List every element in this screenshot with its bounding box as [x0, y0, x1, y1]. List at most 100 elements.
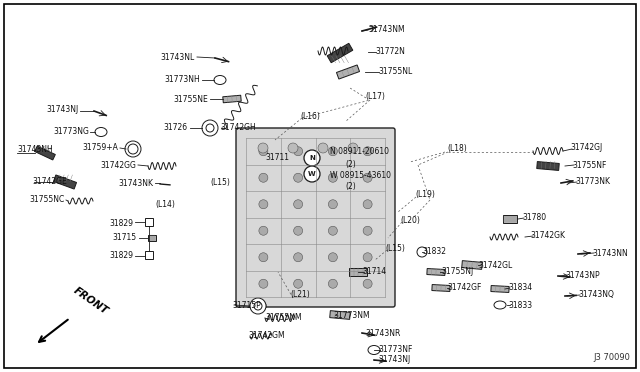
Text: J3 70090: J3 70090	[593, 353, 630, 362]
Circle shape	[259, 200, 268, 209]
Text: 31743NM: 31743NM	[368, 26, 404, 35]
Text: N 08911-20610: N 08911-20610	[330, 148, 389, 157]
Circle shape	[259, 279, 268, 288]
Text: 31742GL: 31742GL	[478, 260, 512, 269]
Text: 31742GE: 31742GE	[32, 177, 67, 186]
Polygon shape	[537, 161, 559, 170]
Circle shape	[328, 279, 337, 288]
Bar	[145, 218, 153, 226]
Polygon shape	[327, 43, 353, 63]
Text: 31833: 31833	[508, 301, 532, 310]
Circle shape	[318, 143, 328, 153]
Text: 31742GM: 31742GM	[248, 331, 285, 340]
Circle shape	[363, 147, 372, 156]
Circle shape	[363, 226, 372, 235]
Polygon shape	[491, 286, 509, 292]
Text: (L20): (L20)	[400, 215, 420, 224]
Text: 31755NJ: 31755NJ	[441, 267, 473, 276]
Text: 31755NL: 31755NL	[378, 67, 412, 77]
Text: 31715P: 31715P	[232, 301, 260, 310]
Circle shape	[328, 147, 337, 156]
Circle shape	[259, 173, 268, 182]
Ellipse shape	[214, 76, 226, 84]
Text: (L15): (L15)	[210, 179, 230, 187]
Text: 31755NE: 31755NE	[173, 94, 208, 103]
Circle shape	[294, 253, 303, 262]
Circle shape	[363, 200, 372, 209]
Polygon shape	[330, 311, 350, 319]
Text: 31742GK: 31742GK	[530, 231, 565, 241]
Polygon shape	[54, 175, 77, 189]
Circle shape	[294, 200, 303, 209]
Text: 31772N: 31772N	[375, 48, 405, 57]
Circle shape	[328, 253, 337, 262]
Text: 31743NQ: 31743NQ	[578, 291, 614, 299]
Ellipse shape	[494, 301, 506, 309]
Circle shape	[294, 147, 303, 156]
Circle shape	[363, 253, 372, 262]
Text: 31773NM: 31773NM	[333, 311, 370, 320]
Text: (L18): (L18)	[447, 144, 467, 153]
Polygon shape	[35, 146, 55, 160]
Ellipse shape	[250, 299, 266, 312]
Text: (L14): (L14)	[155, 201, 175, 209]
Text: 31742GF: 31742GF	[447, 283, 481, 292]
Text: 31755NF: 31755NF	[572, 160, 606, 170]
Circle shape	[294, 173, 303, 182]
Circle shape	[294, 279, 303, 288]
Text: 31726: 31726	[164, 124, 188, 132]
Text: 31755NC: 31755NC	[29, 196, 65, 205]
Circle shape	[363, 279, 372, 288]
Text: 31773NH: 31773NH	[164, 76, 200, 84]
Circle shape	[363, 173, 372, 182]
Circle shape	[258, 143, 268, 153]
Circle shape	[206, 124, 214, 132]
Text: 31743NH: 31743NH	[17, 145, 52, 154]
Text: 31743NP: 31743NP	[565, 270, 600, 279]
Bar	[145, 251, 153, 259]
Text: 31743NL: 31743NL	[161, 52, 195, 61]
Text: 31834: 31834	[508, 283, 532, 292]
Text: 31743NK: 31743NK	[118, 179, 153, 187]
Text: (L15): (L15)	[385, 244, 405, 253]
Circle shape	[328, 226, 337, 235]
Text: 31742GH: 31742GH	[220, 124, 256, 132]
Text: (L17): (L17)	[365, 92, 385, 100]
Text: (L21): (L21)	[290, 291, 310, 299]
Circle shape	[259, 226, 268, 235]
Text: 31715: 31715	[113, 234, 137, 243]
Text: (2): (2)	[345, 160, 356, 169]
Text: 31743NN: 31743NN	[592, 248, 628, 257]
Text: (2): (2)	[345, 183, 356, 192]
Circle shape	[328, 173, 337, 182]
Text: 31742GJ: 31742GJ	[570, 144, 602, 153]
Text: 31743NJ: 31743NJ	[47, 106, 79, 115]
Polygon shape	[432, 285, 450, 292]
Text: FRONT: FRONT	[72, 285, 110, 316]
Text: 31742GG: 31742GG	[100, 160, 136, 170]
Polygon shape	[148, 235, 156, 241]
Polygon shape	[461, 261, 483, 269]
Circle shape	[202, 120, 218, 136]
Text: W: W	[308, 171, 316, 177]
Text: W 08915-43610: W 08915-43610	[330, 170, 391, 180]
Polygon shape	[349, 268, 367, 276]
Text: 31773NF: 31773NF	[378, 346, 412, 355]
Circle shape	[304, 150, 320, 166]
Text: 31743NR: 31743NR	[365, 328, 401, 337]
Text: 31755NM: 31755NM	[265, 314, 301, 323]
Text: N: N	[309, 155, 315, 161]
Circle shape	[294, 226, 303, 235]
Circle shape	[288, 143, 298, 153]
Polygon shape	[223, 95, 241, 103]
Ellipse shape	[368, 346, 380, 355]
Text: 31832: 31832	[422, 247, 446, 257]
Circle shape	[417, 247, 427, 257]
Circle shape	[128, 144, 138, 154]
Circle shape	[254, 302, 262, 310]
Circle shape	[125, 141, 141, 157]
Text: 31773NG: 31773NG	[53, 126, 89, 135]
Text: 31780: 31780	[522, 214, 546, 222]
Text: 31714: 31714	[362, 267, 386, 276]
Text: 31711: 31711	[265, 154, 289, 163]
